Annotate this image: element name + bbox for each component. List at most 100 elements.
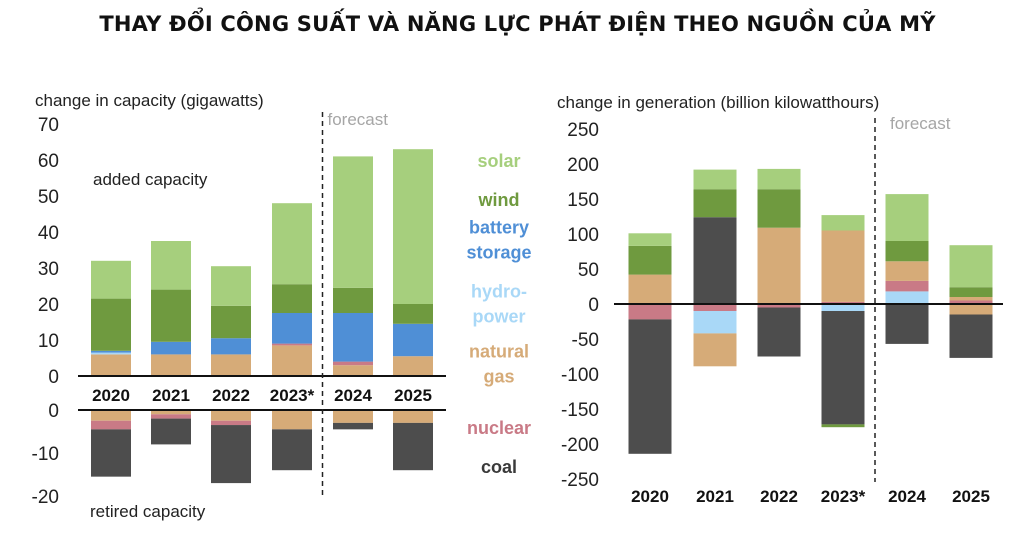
generation-bar-coal <box>949 314 993 358</box>
capacity-y-tick: 50 <box>38 187 59 208</box>
generation-x-tick: 2023* <box>821 487 866 506</box>
capacity-bar-battery <box>272 313 312 344</box>
capacity-bar-solar <box>272 203 312 285</box>
retired-y-tick: -20 <box>32 487 59 508</box>
generation-y-tick: 100 <box>567 225 599 246</box>
generation-y-tick: 250 <box>567 120 599 141</box>
generation-chart-title: change in generation (billion kilowattho… <box>557 93 879 112</box>
retired-bar-coal <box>211 425 251 484</box>
generation-bar-solar <box>949 245 993 288</box>
generation-bar-gas <box>885 261 929 281</box>
legend-label-hydro: hydro- <box>471 282 527 302</box>
capacity-bar-gas <box>272 345 312 376</box>
capacity-bar-battery <box>91 350 131 353</box>
added-capacity-label: added capacity <box>93 170 208 189</box>
generation-y-tick: -50 <box>572 330 599 351</box>
retired-bar-gas <box>333 410 373 423</box>
capacity-x-tick: 2022 <box>212 386 250 405</box>
generation-bar-wind <box>885 241 929 262</box>
generation-bar-nuclear <box>949 300 993 304</box>
generation-bar-solar <box>628 233 672 246</box>
capacity-y-tick: 70 <box>38 115 59 136</box>
retired-bar-gas <box>91 410 131 421</box>
legend-label-battery: battery <box>469 218 529 238</box>
generation-bar-nuclear <box>693 304 737 311</box>
capacity-y-tick: 40 <box>38 223 59 244</box>
retired-bar-coal <box>393 422 433 471</box>
legend-label-coal: coal <box>481 457 517 477</box>
page-title: THAY ĐỔI CÔNG SUẤT VÀ NĂNG LỰC PHÁT ĐIỆN… <box>99 12 936 36</box>
capacity-y-tick: 10 <box>38 331 59 352</box>
generation-bar-nuclear <box>821 301 865 304</box>
generation-x-tick: 2020 <box>631 487 669 506</box>
generation-y-tick: 0 <box>588 295 599 316</box>
capacity-x-tick: 2021 <box>152 386 190 405</box>
retired-bar-nuclear <box>91 420 131 430</box>
capacity-y-tick: 60 <box>38 151 59 172</box>
legend-label-battery: storage <box>466 243 531 263</box>
retired-y-tick: 0 <box>48 401 59 422</box>
generation-bar-wind <box>628 245 672 275</box>
capacity-bar-battery <box>211 338 251 355</box>
generation-bar-solar <box>821 215 865 231</box>
capacity-y-tick: 20 <box>38 295 59 316</box>
retired-bar-coal <box>272 429 312 471</box>
generation-bar-coal <box>757 307 801 357</box>
generation-bar-coal <box>693 217 737 304</box>
capacity-bar-wind <box>91 298 131 351</box>
retired-bar-coal <box>151 418 191 445</box>
capacity-bar-wind <box>272 284 312 313</box>
capacity-y-tick: 0 <box>48 367 59 388</box>
retired-bar-nuclear <box>151 414 191 419</box>
generation-bar-hydro <box>693 311 737 334</box>
generation-bar-gas <box>821 230 865 302</box>
generation-y-tick: 50 <box>578 260 599 281</box>
retired-bar-gas <box>151 410 191 415</box>
capacity-forecast-label: forecast <box>328 110 389 129</box>
generation-forecast-label: forecast <box>890 114 951 133</box>
capacity-bar-wind <box>211 305 251 339</box>
generation-bar-solar <box>885 194 929 241</box>
generation-bar-solar <box>693 169 737 190</box>
capacity-bar-wind <box>393 304 433 324</box>
generation-bar-gas <box>949 304 993 315</box>
retired-capacity-label: retired capacity <box>90 502 206 521</box>
legend: solar wind battery storage hydro-power natura… <box>466 151 531 477</box>
capacity-bar-gas <box>211 354 251 376</box>
generation-bar-gas <box>628 274 672 304</box>
generation-y-tick: 200 <box>567 155 599 176</box>
generation-bar-solar <box>757 168 801 190</box>
generation-x-tick: 2024 <box>888 487 926 506</box>
generation-bar-hydro <box>885 291 929 304</box>
capacity-bar-gas <box>151 354 191 376</box>
capacity-x-tick: 2023* <box>270 386 315 405</box>
generation-x-tick: 2022 <box>760 487 798 506</box>
capacity-x-tick: 2020 <box>92 386 130 405</box>
generation-bar-gas <box>949 297 993 301</box>
retired-bar-gas <box>393 410 433 423</box>
generation-bar-nuclear <box>757 304 801 308</box>
capacity-bar-hydro <box>91 352 131 355</box>
generation-y-tick: 150 <box>567 190 599 211</box>
capacity-bar-battery <box>393 323 433 357</box>
capacity-x-tick: 2024 <box>334 386 372 405</box>
generation-y-tick: -200 <box>561 435 599 456</box>
capacity-y-tick: 30 <box>38 259 59 280</box>
generation-bar-wind <box>949 287 993 297</box>
legend-label-gas: natural <box>469 342 529 362</box>
legend-label-gas: gas <box>483 367 514 387</box>
generation-y-tick: -100 <box>561 365 599 386</box>
generation-bar-coal <box>628 319 672 454</box>
generation-bar-wind <box>821 424 865 428</box>
generation-x-tick: 2025 <box>952 487 990 506</box>
capacity-x-tick: 2025 <box>394 386 432 405</box>
generation-bar-nuclear <box>885 280 929 292</box>
generation-y-tick: -150 <box>561 400 599 421</box>
legend-label-solar: solar <box>477 151 520 171</box>
capacity-chart: change in capacity (gigawatts) added capa… <box>32 91 446 521</box>
generation-bar-wind <box>757 189 801 228</box>
capacity-bar-gas <box>91 354 131 376</box>
retired-bar-gas <box>211 410 251 421</box>
generation-bar-gas <box>757 227 801 304</box>
